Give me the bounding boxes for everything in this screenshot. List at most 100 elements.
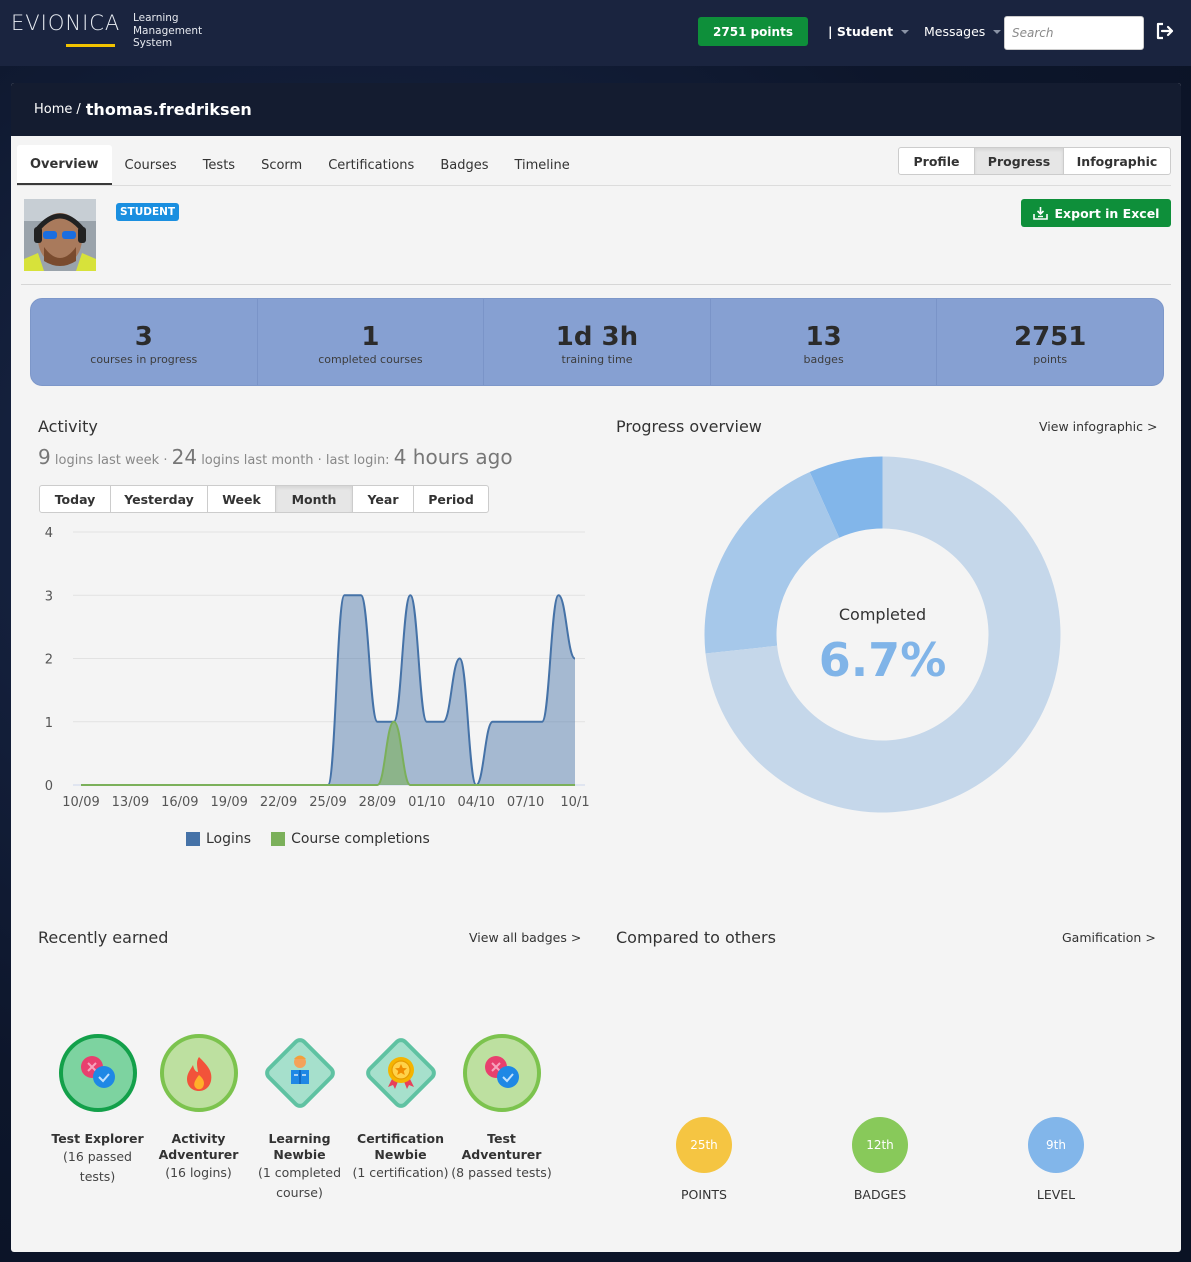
rank-label: BADGES (853, 1187, 907, 1202)
stat-value: 1d 3h (555, 321, 639, 352)
stat-label: courses in progress (90, 352, 198, 366)
profile-tabs: Overview Courses Tests Scorm Certificati… (17, 145, 583, 186)
view-all-badges-link[interactable]: View all badges > (469, 930, 582, 945)
stat-courses-in-progress: 3 courses in progress (31, 299, 258, 385)
tab-tests[interactable]: Tests (202, 158, 236, 173)
breadcrumb-current: thomas.fredriksen (85, 100, 252, 119)
badge-description: (8 passed tests) (451, 1165, 552, 1180)
reader-book-icon (260, 1033, 340, 1113)
stat-label: completed courses (318, 352, 423, 366)
svg-text:19/09: 19/09 (210, 795, 247, 810)
badge-description: (1 completed course) (257, 1165, 342, 1200)
medal-icon (361, 1033, 441, 1113)
legend-logins[interactable]: Logins (186, 831, 251, 847)
svg-text:25/09: 25/09 (309, 795, 346, 810)
range-today-button[interactable]: Today (40, 486, 111, 512)
profile-card: Home / thomas.fredriksen Overview Course… (11, 83, 1181, 1252)
badge-description: (1 certification) (352, 1165, 449, 1180)
messages-dropdown[interactable]: Messages (924, 24, 1002, 39)
search-input[interactable] (1004, 16, 1144, 50)
badge-description: (16 passed tests) (62, 1149, 132, 1184)
logins-month-label: logins last month · last login: (201, 453, 390, 468)
tab-timeline[interactable]: Timeline (514, 158, 570, 173)
range-yesterday-button[interactable]: Yesterday (111, 486, 208, 512)
last-login-value: 4 hours ago (393, 445, 513, 469)
svg-text:07/10: 07/10 (507, 795, 544, 810)
svg-text:16/09: 16/09 (161, 795, 198, 810)
range-year-button[interactable]: Year (353, 486, 414, 512)
breadcrumb-home[interactable]: Home (34, 102, 73, 117)
activity-summary: 9 logins last week · 24 logins last mont… (38, 445, 513, 469)
donut-slice[interactable] (704, 472, 840, 654)
svg-text:10/09: 10/09 (62, 795, 99, 810)
badge-name: Test Adventurer (461, 1131, 542, 1162)
logo-sub-line: System (133, 37, 173, 49)
svg-text:28/09: 28/09 (359, 795, 396, 810)
stat-label: badges (803, 352, 844, 366)
infographic-view-button[interactable]: Infographic (1076, 153, 1158, 169)
stat-value: 2751 (1013, 321, 1087, 352)
svg-text:10/1: 10/1 (560, 795, 589, 810)
divider (21, 284, 1171, 285)
badge-certification-newbie[interactable]: Certification Newbie (1 certification) (350, 1033, 451, 1203)
logo-underline (66, 44, 115, 47)
progress-donut-chart[interactable] (704, 456, 1061, 813)
stats-bar: 3 courses in progress 1 completed course… (30, 298, 1164, 386)
badge-learning-newbie[interactable]: Learning Newbie (1 completed course) (249, 1033, 350, 1203)
range-month-button[interactable]: Month (276, 486, 353, 512)
evionica-logo[interactable]: EVIONICA (11, 11, 121, 47)
rank-value: 25th (676, 1117, 732, 1173)
sign-out-icon[interactable] (1155, 22, 1175, 40)
compare-title: Compared to others (616, 928, 776, 947)
view-infographic-link[interactable]: View infographic > (1039, 419, 1158, 434)
role-badge: STUDENT (116, 203, 180, 221)
svg-text:1: 1 (45, 716, 53, 731)
messages-label: Messages (924, 24, 986, 39)
tab-badges[interactable]: Badges (440, 158, 489, 173)
svg-text:0: 0 (45, 779, 53, 794)
range-period-button[interactable]: Period (428, 491, 474, 507)
badge-activity-adventurer[interactable]: Activity Adventurer (16 logins) (148, 1033, 249, 1203)
chart-legend: Logins Course completions (186, 831, 430, 847)
badge-test-explorer[interactable]: Test Explorer (16 passed tests) (47, 1033, 148, 1203)
logo-sub-line: Learning (133, 12, 179, 24)
donut-slice[interactable] (809, 456, 883, 538)
role-label: | Student (828, 24, 894, 39)
badge-name: Test Explorer (51, 1131, 144, 1146)
stat-value: 3 (134, 321, 153, 352)
donut-slice[interactable] (705, 456, 1061, 813)
range-week-button[interactable]: Week (208, 486, 276, 512)
points-button[interactable]: 2751 points (698, 17, 808, 46)
stat-points: 2751 points (937, 299, 1163, 385)
badge-name: Certification Newbie (357, 1131, 444, 1162)
progress-view-button[interactable]: Progress (975, 148, 1064, 174)
badge-name: Learning Newbie (268, 1131, 331, 1162)
logins-week-label: logins last week · (54, 453, 168, 468)
activity-area-chart[interactable]: 0 1 2 3 4 10/09 13/09 16/09 19/09 22/09 25/09 28/09… (33, 521, 593, 811)
flame-icon (159, 1033, 239, 1113)
badge-name: Activity Adventurer (158, 1131, 239, 1162)
test-pass-fail-icon (462, 1033, 542, 1113)
tab-overview[interactable]: Overview (17, 145, 112, 186)
rank-badges: 12th BADGES (820, 1117, 940, 1202)
gamification-link[interactable]: Gamification > (1062, 930, 1156, 945)
series-line (81, 720, 575, 786)
tab-courses[interactable]: Courses (124, 158, 177, 173)
download-tray-icon (1032, 207, 1048, 220)
logo-subtitle: Learning Management System (133, 12, 202, 50)
svg-text:3: 3 (45, 589, 53, 604)
caret-down-icon (993, 29, 1002, 34)
logo-wordmark: EVIONICA (11, 11, 121, 35)
stat-label: training time (561, 352, 633, 366)
donut-center-value: 6.7% (818, 633, 947, 687)
role-dropdown[interactable]: | Student (828, 24, 910, 39)
tab-certifications[interactable]: Certifications (328, 158, 415, 173)
legend-course-completions[interactable]: Course completions (271, 831, 430, 847)
export-excel-button[interactable]: Export in Excel (1021, 199, 1171, 227)
breadcrumb-separator: / (76, 102, 81, 117)
badge-test-adventurer[interactable]: Test Adventurer (8 passed tests) (451, 1033, 552, 1203)
profile-view-button[interactable]: Profile (899, 148, 975, 174)
user-photo (24, 199, 96, 271)
tab-scorm[interactable]: Scorm (261, 158, 303, 173)
stat-training-time: 1d 3h training time (484, 299, 711, 385)
